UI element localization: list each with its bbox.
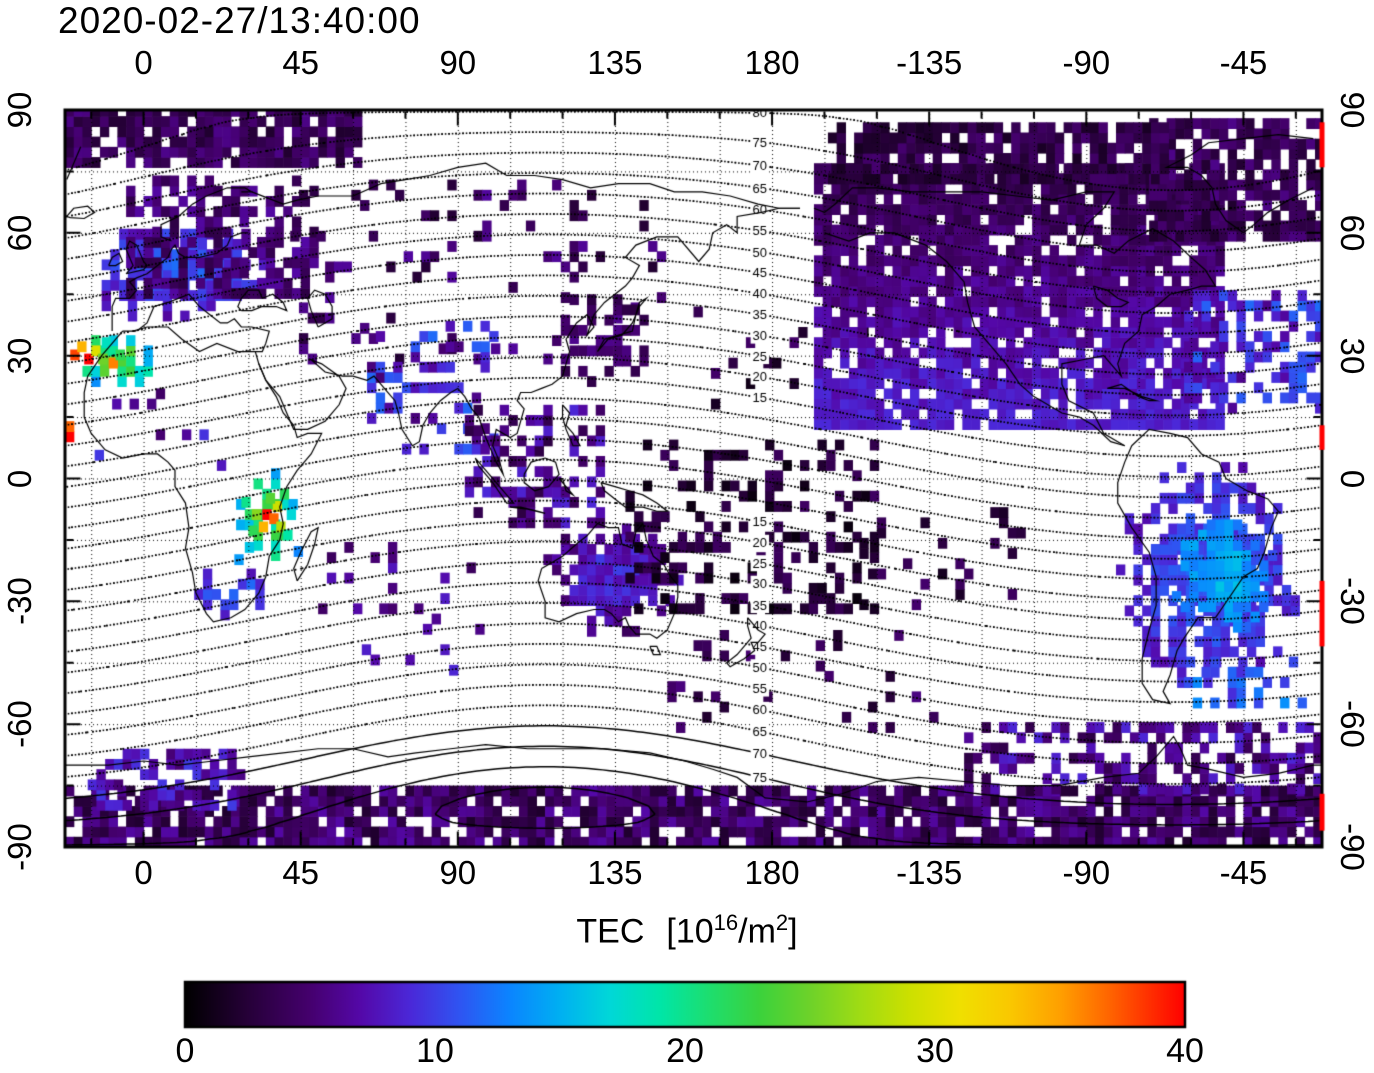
colorbar-tick-label: 30 <box>916 1032 954 1070</box>
lon-tick-label-top: -45 <box>1219 44 1268 81</box>
lon-tick-label-top: 135 <box>587 44 643 81</box>
colorbar-tick-label: 10 <box>416 1032 454 1070</box>
lon-tick-label-top: 0 <box>134 44 153 81</box>
lat-tick-label-left: -30 <box>1 577 38 626</box>
lat-tick-label-right: 0 <box>1334 469 1371 488</box>
lon-tick-label-top: 180 <box>744 44 800 81</box>
colorbar-title-text: TEC <box>576 912 645 951</box>
lat-tick-label-right: 60 <box>1334 214 1371 252</box>
lat-tick-label-left: 30 <box>1 337 38 375</box>
lon-tick-label-top: 90 <box>439 44 477 81</box>
lon-tick-label-top: -90 <box>1062 44 1111 81</box>
lon-tick-label-bottom: 180 <box>744 854 800 891</box>
lon-tick-label-bottom: 135 <box>587 854 643 891</box>
lat-tick-label-right: 30 <box>1334 337 1371 375</box>
lat-tick-label-right: -60 <box>1334 700 1371 749</box>
lat-tick-label-right: 90 <box>1334 91 1371 129</box>
lat-tick-label-left: -60 <box>1 700 38 749</box>
lon-tick-label-bottom: 0 <box>134 854 153 891</box>
lon-tick-label-bottom: -45 <box>1219 854 1268 891</box>
colorbar-tick-label: 40 <box>1166 1032 1204 1070</box>
lon-tick-label-bottom: 45 <box>282 854 320 891</box>
timestamp-title: 2020-02-27/13:40:00 <box>58 0 421 41</box>
colorbar-title: TEC [1016/m2] <box>576 910 798 951</box>
colorbar-tick-label: 20 <box>666 1032 704 1070</box>
lon-tick-label-bottom: -90 <box>1062 854 1111 891</box>
lon-tick-label-bottom: -135 <box>896 854 963 891</box>
lat-tick-label-left: 0 <box>1 469 38 488</box>
colorbar-tick-label: 0 <box>175 1032 195 1070</box>
colorbar-title-exponent: 16 <box>713 910 739 935</box>
lon-tick-label-bottom: 90 <box>439 854 477 891</box>
lat-tick-label-left: 90 <box>1 91 38 129</box>
lon-tick-label-top: 45 <box>282 44 320 81</box>
lon-tick-label-top: -135 <box>896 44 963 81</box>
lat-tick-label-right: -90 <box>1334 823 1371 871</box>
lat-tick-label-left: 60 <box>1 214 38 252</box>
lat-tick-label-right: -30 <box>1334 577 1371 626</box>
lat-tick-label-left: -90 <box>1 823 38 871</box>
